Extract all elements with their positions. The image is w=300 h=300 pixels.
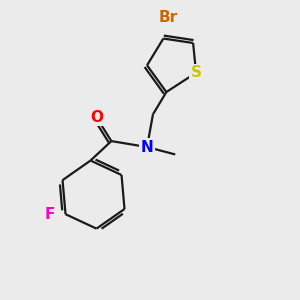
Text: S: S <box>190 65 202 80</box>
Text: N: N <box>141 140 153 154</box>
Text: F: F <box>45 207 55 222</box>
Text: Br: Br <box>158 10 177 25</box>
Text: O: O <box>90 110 103 125</box>
